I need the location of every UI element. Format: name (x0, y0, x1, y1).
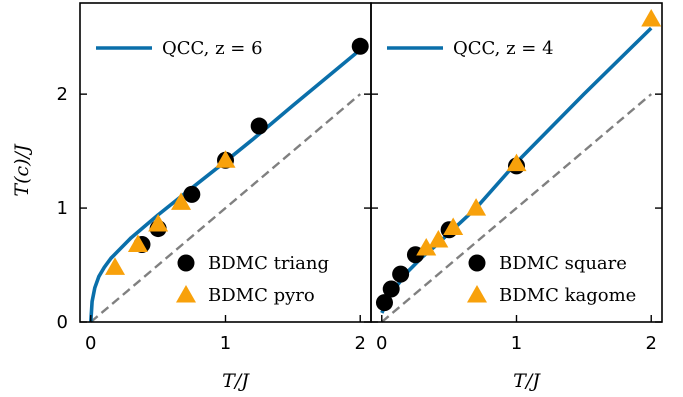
x-tick-label: 1 (220, 333, 231, 354)
bdmc-point-circle (183, 185, 201, 203)
reference-diagonal-line (381, 93, 652, 323)
bdmc-point-circle (382, 280, 400, 298)
bdmc-point-triangle (443, 217, 464, 235)
x-tick-label: 0 (376, 333, 387, 354)
legend-label: QCC, z = 4 (453, 38, 554, 59)
legend-circle-swatch (177, 254, 195, 272)
legend-label: BDMC triang (208, 253, 329, 274)
bdmc-point-triangle (171, 192, 192, 210)
bdmc-point-triangle (215, 150, 236, 168)
bdmc-point-triangle (148, 214, 169, 232)
legend-circle-swatch (468, 254, 486, 272)
x-tick-label: 1 (511, 333, 522, 354)
bdmc-point-circle (392, 265, 410, 283)
bdmc-point-triangle (506, 153, 527, 172)
qcc-curve (89, 48, 362, 323)
y-tick-label: 0 (57, 312, 68, 333)
x-tick-label: 0 (85, 333, 96, 354)
bdmc-point-triangle (466, 198, 487, 216)
bdmc-point-circle (351, 37, 369, 55)
legend-label: BDMC square (499, 253, 627, 274)
bdmc-point-triangle (641, 8, 662, 27)
bdmc-point-triangle (416, 237, 437, 256)
bdmc-point-circle (375, 294, 393, 312)
legend-label: BDMC kagome (499, 285, 636, 306)
y-axis-label: T(c)/J (11, 143, 33, 197)
bdmc-point-circle (250, 117, 268, 135)
x-axis-label: T/J (222, 370, 250, 392)
bdmc-point-triangle (105, 257, 126, 275)
reference-diagonal-line (90, 93, 361, 323)
x-tick-label: 2 (645, 333, 656, 354)
legend-label: BDMC pyro (208, 285, 315, 306)
legend-label: QCC, z = 6 (162, 38, 263, 59)
bdmc-point-triangle (127, 234, 148, 253)
y-tick-label: 2 (57, 84, 68, 105)
x-axis-label: T/J (513, 370, 541, 392)
legend-triangle-swatch (467, 285, 487, 303)
x-tick-label: 2 (354, 333, 365, 354)
legend-triangle-swatch (176, 285, 196, 303)
left-panel: 0 1 2 0 1 2 T/J T(c)/J QCC, z = 6 BDMC triang BDMC… (11, 2, 372, 392)
right-panel: 0 1 2 T/J QCC, z = 4 BDMC square BDMC kagome (370, 2, 663, 392)
bdmc-point-triangle (428, 229, 449, 248)
y-tick-label: 1 (57, 198, 68, 219)
